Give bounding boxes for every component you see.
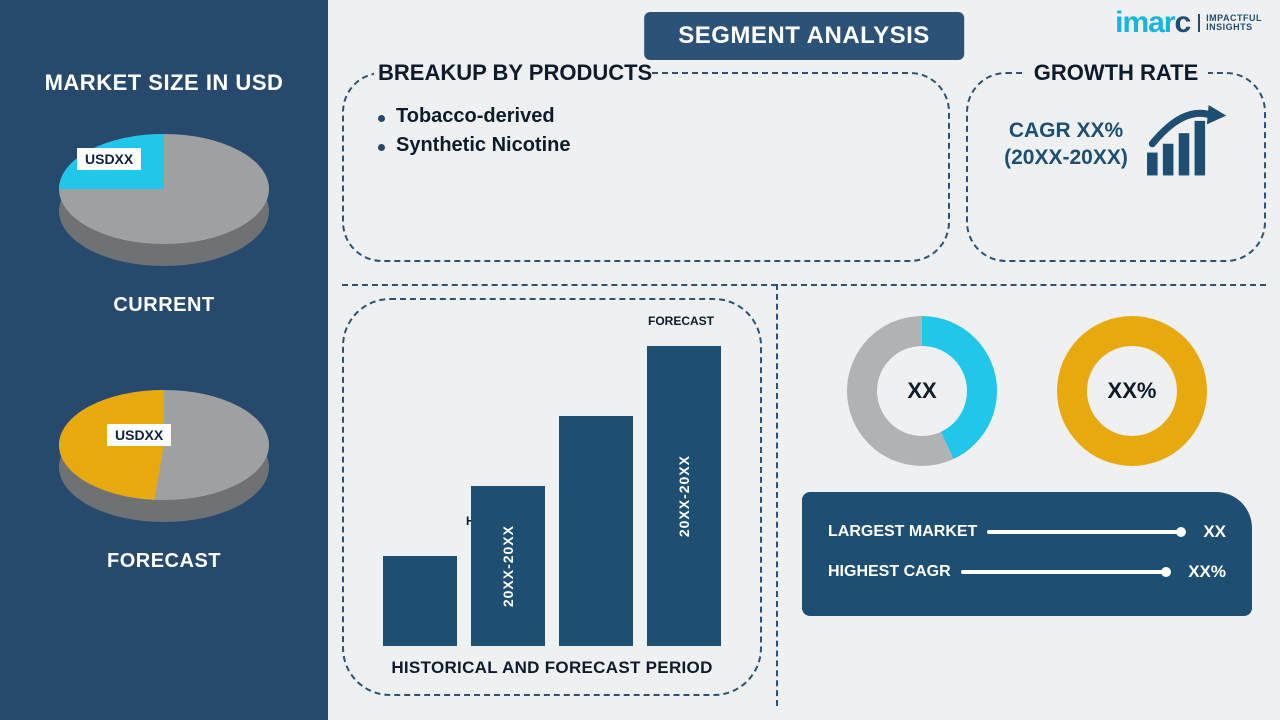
pie-current: USDXX CURRENT xyxy=(39,116,289,346)
donut-value: XX xyxy=(877,346,967,436)
bar-chart-panel: FORECAST HISTORICAL 20XX-20XX20XX-20XX H… xyxy=(342,298,762,696)
growth-arrow-icon xyxy=(1140,98,1228,191)
donut-row: XX XX% xyxy=(788,298,1266,466)
divider-vertical xyxy=(776,284,778,706)
breakup-item: Tobacco-derived xyxy=(374,102,918,131)
main-area: SEGMENT ANALYSIS imarc IMPACTFUL INSIGHT… xyxy=(328,0,1280,720)
stat-row: HIGHEST CAGR XX% xyxy=(828,552,1226,592)
pie-forecast-label: USDXX xyxy=(107,424,171,446)
bar-top-label: FORECAST xyxy=(648,314,714,328)
growth-heading: GROWTH RATE xyxy=(1024,60,1209,86)
bar: 20XX-20XX xyxy=(471,486,545,646)
growth-panel: GROWTH RATE CAGR XX% (20XX-20XX) xyxy=(966,72,1266,262)
breakup-heading: BREAKUP BY PRODUCTS xyxy=(374,60,652,92)
donut: XX% xyxy=(1057,316,1207,466)
breakup-panel: BREAKUP BY PRODUCTS Tobacco-derivedSynth… xyxy=(342,72,950,262)
donut-value: XX% xyxy=(1087,346,1177,436)
page-title: SEGMENT ANALYSIS xyxy=(644,12,964,60)
growth-line1: CAGR XX% xyxy=(1004,118,1128,144)
bar-inside-label: 20XX-20XX xyxy=(676,455,692,537)
logo-text-cyan: imar xyxy=(1115,6,1174,40)
stat-value: XX xyxy=(1203,522,1226,542)
breakup-list: Tobacco-derivedSynthetic Nicotine xyxy=(374,102,918,160)
pie-forecast-caption: FORECAST xyxy=(107,550,221,573)
bar xyxy=(559,416,633,646)
bar-caption: HISTORICAL AND FORECAST PERIOD xyxy=(391,650,712,688)
breakup-item: Synthetic Nicotine xyxy=(374,131,918,160)
bar-area: HISTORICAL 20XX-20XX20XX-20XX xyxy=(364,328,740,650)
bar-inside-label: 20XX-20XX xyxy=(500,525,516,607)
growth-line2: (20XX-20XX) xyxy=(1004,145,1128,171)
sidebar-heading: MARKET SIZE IN USD xyxy=(45,70,284,96)
stat-label: LARGEST MARKET xyxy=(828,523,977,541)
stat-value: XX% xyxy=(1188,562,1226,582)
pie-forecast: USDXX FORECAST xyxy=(39,372,289,602)
bar: 20XX-20XX xyxy=(647,346,721,646)
donut: XX xyxy=(847,316,997,466)
brand-logo: imarc IMPACTFUL INSIGHTS xyxy=(1115,6,1262,40)
stat-label: HIGHEST CAGR xyxy=(828,563,951,581)
bar xyxy=(383,556,457,646)
stat-line xyxy=(987,530,1183,534)
stats-card: LARGEST MARKET XX HIGHEST CAGR XX% xyxy=(802,492,1252,616)
pie-current-caption: CURRENT xyxy=(113,294,214,317)
sidebar: MARKET SIZE IN USD USDXX CURRENT USDXX F… xyxy=(0,0,328,720)
logo-text-dark: c xyxy=(1174,6,1190,39)
pie-current-label: USDXX xyxy=(77,148,141,170)
logo-tag-2: INSIGHTS xyxy=(1206,23,1262,32)
stat-line xyxy=(961,570,1169,574)
divider-horizontal xyxy=(342,284,1266,286)
stat-row: LARGEST MARKET XX xyxy=(828,512,1226,552)
right-panel: XX XX% LARGEST MARKET XX HIGHEST CAGR XX% xyxy=(788,298,1266,696)
